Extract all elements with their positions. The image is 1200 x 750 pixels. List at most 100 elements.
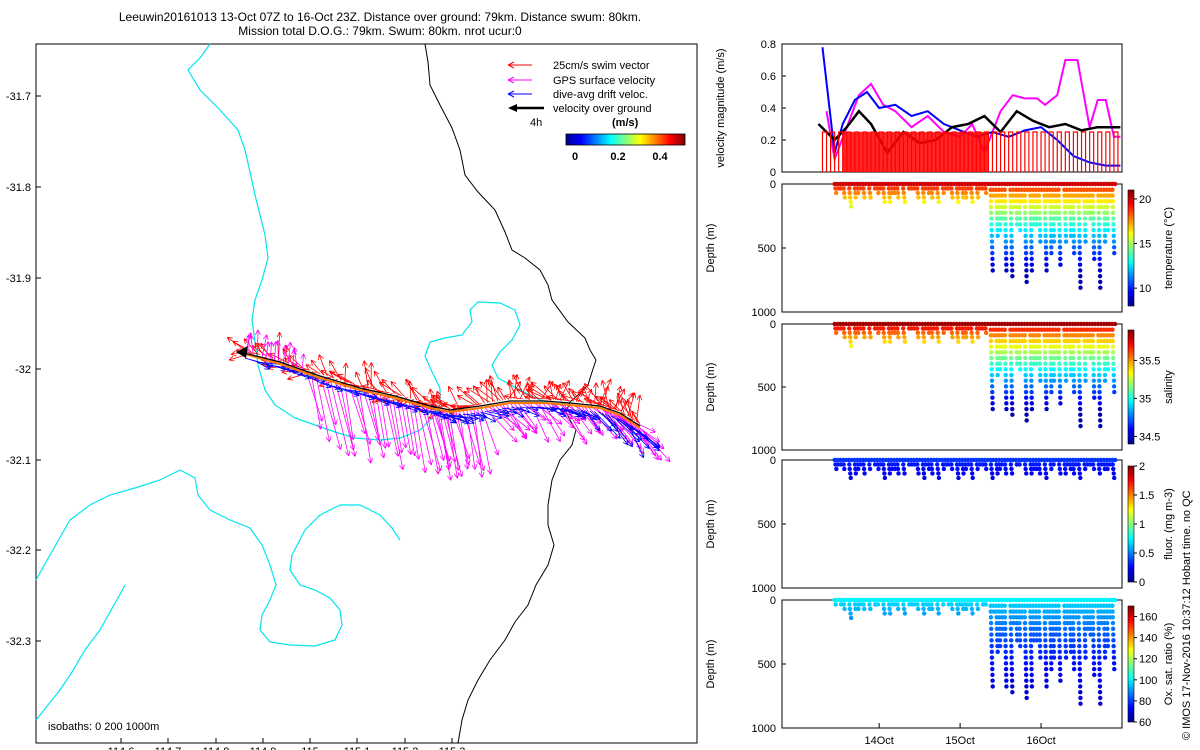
profile-data-point: [887, 471, 893, 476]
profile-data-point: [1097, 678, 1103, 683]
profile-data-point: [1010, 406, 1015, 412]
profile-data-point: [902, 611, 908, 616]
profile-data-point: [989, 361, 994, 366]
profile-data-point: [1077, 661, 1082, 666]
profile-data-point: [1071, 361, 1076, 366]
profile-data-point: [929, 462, 934, 467]
profile-data-point: [1110, 193, 1115, 198]
profile-data-point: [1036, 338, 1042, 344]
profile-data-point: [1022, 615, 1028, 620]
profile-data-point: [941, 190, 946, 196]
profile-data-point: [934, 326, 940, 331]
profile-data-point: [1090, 350, 1096, 355]
profile-data-point: [968, 326, 974, 331]
colorbar-tick-label: 1: [1139, 519, 1145, 531]
gps-vector-arrow: [477, 408, 493, 475]
profile-data-point: [1063, 355, 1068, 361]
profile-data-point: [1037, 216, 1042, 221]
profile-data-point: [1029, 655, 1034, 660]
profile-data-point: [1057, 661, 1063, 666]
profile-data-point: [1057, 389, 1063, 395]
profile-data-point: [848, 471, 853, 476]
profile-data-point: [1078, 412, 1083, 417]
profile-data-point: [881, 326, 886, 331]
gps-vector-arrow: [367, 391, 386, 459]
profile-data-point: [1105, 210, 1110, 215]
colorbar-tick-label: 60: [1139, 717, 1151, 729]
profile-data-point: [955, 606, 960, 612]
profile-data-point: [1076, 338, 1081, 344]
profile-data-point: [1051, 643, 1056, 649]
profile-data-point: [1023, 250, 1029, 256]
profile-data-point: [861, 190, 867, 196]
profile-data-point: [1091, 649, 1096, 655]
profile-data-point: [963, 466, 969, 472]
profile-data-point: [989, 239, 995, 244]
map-x-tick-label: 115.1: [344, 746, 371, 750]
map-legend: 25cm/s swim vector GPS surface velocity …: [507, 60, 686, 163]
profile-data-point: [1043, 361, 1048, 366]
profile-data-point: [1097, 273, 1103, 279]
profile-data-point: [1022, 204, 1028, 210]
profile-data-point: [1097, 250, 1102, 256]
profile-data-point: [989, 245, 995, 250]
profile-data-point: [1097, 372, 1102, 378]
profile-data-point: [1043, 666, 1049, 672]
profile-data-point: [997, 638, 1003, 643]
gps-vector-arrow: [330, 381, 351, 457]
profile-data-point: [1091, 643, 1096, 649]
profile-data-point: [1043, 661, 1049, 666]
profile-data-point: [1024, 273, 1029, 279]
swim-vector-arrow: [287, 371, 314, 381]
profile-data-point: [1111, 384, 1117, 389]
map-y-tick-label: -32.2: [6, 545, 31, 557]
profile-data-point: [1082, 210, 1087, 215]
profile-data-point: [1049, 666, 1054, 672]
profile-data-point: [1037, 350, 1042, 355]
profile-data-point: [833, 190, 839, 196]
profile-data-point: [1063, 216, 1068, 221]
profile-data-point: [916, 195, 921, 200]
drift-vector-arrow: [568, 408, 587, 419]
profile-data-point: [853, 471, 859, 476]
profile-data-point: [922, 475, 927, 481]
profile-data-point: [1077, 256, 1083, 262]
profile-data-point: [988, 462, 994, 467]
profile-data-point: [1082, 355, 1088, 361]
profile-data-point: [1029, 233, 1034, 239]
profile-data-point: [955, 466, 960, 472]
swim-vector-arrow: [276, 331, 283, 360]
profile-data-point: [867, 462, 872, 467]
depth-y-label: Depth (m): [705, 500, 717, 549]
profile-data-point: [1090, 626, 1096, 631]
swim-vector-arrow: [616, 392, 625, 414]
profile-data-point: [974, 602, 980, 607]
profile-data-point: [1096, 632, 1102, 637]
profile-data-point: [1063, 649, 1069, 655]
profile-data-point: [1077, 395, 1083, 400]
profile-data-point: [1077, 643, 1082, 649]
profile-data-point: [1057, 466, 1063, 472]
profile-data-point: [990, 268, 995, 273]
profile-data-point: [1022, 338, 1028, 344]
swim-vector-arrow: [456, 386, 478, 405]
profile-data-point: [1111, 632, 1116, 637]
profile-data-point: [990, 684, 995, 689]
profile-data-point: [1102, 367, 1108, 372]
profile-data-point: [1042, 626, 1048, 631]
gps-vector-arrow: [446, 411, 460, 479]
gps-vector-arrow: [413, 403, 428, 474]
profile-data-point: [950, 335, 955, 340]
profile-data-point: [1091, 661, 1097, 666]
depth-y-tick-label: 1000: [752, 307, 776, 319]
profile-data-point: [1077, 239, 1082, 244]
profile-data-point: [847, 190, 852, 196]
profile-data-point: [1096, 626, 1101, 631]
profile-data-point: [968, 186, 974, 191]
velocity-series-line: [817, 109, 1121, 156]
profile-data-point: [1096, 350, 1101, 355]
gps-vector-arrow: [315, 376, 332, 443]
profile-data-point: [1071, 638, 1076, 643]
drift-vector-arrow: [604, 413, 629, 446]
profile-data-point: [1077, 378, 1082, 383]
